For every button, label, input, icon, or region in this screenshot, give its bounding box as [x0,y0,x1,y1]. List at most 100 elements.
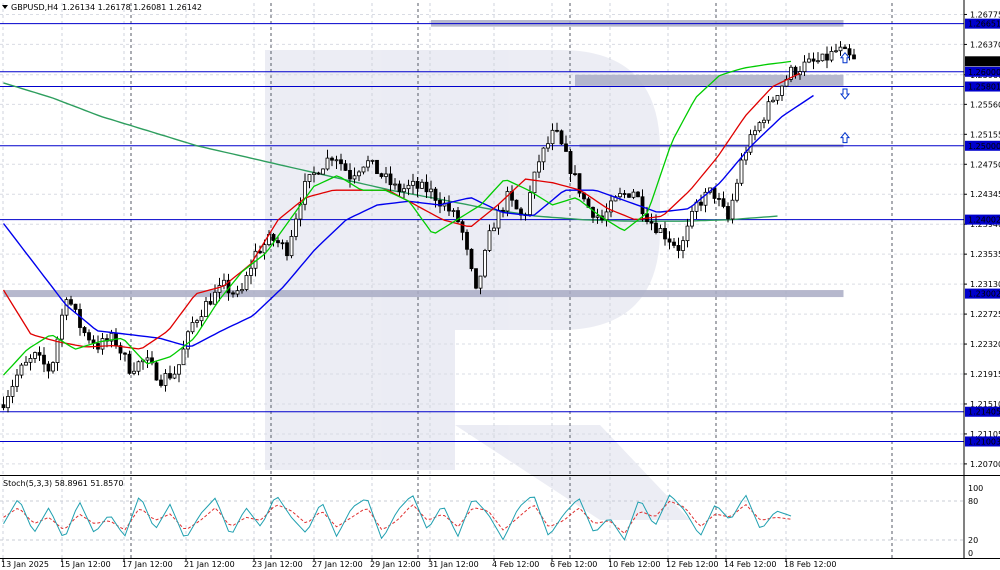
candle-body [627,193,631,198]
y-tick-label: 1.21510 [970,400,1000,409]
level-tag [965,288,1000,299]
candle-body [73,303,78,310]
candle-body [199,316,204,322]
candle-body [546,143,550,149]
candle-body [78,309,82,328]
candle-body [478,275,483,289]
x-tick-label: 23 Jan 12:00 [252,560,303,569]
arrow-up-icon [839,51,851,64]
level-tag [965,56,1000,67]
candle-body [780,85,784,96]
candle-body [739,159,744,184]
candle-body [631,191,636,198]
candle-body [1,404,6,409]
x-tick-label: 18 Feb 12:00 [784,560,836,569]
candle-body [847,48,852,56]
candle-body [289,236,294,257]
dropdown-triangle-icon[interactable] [2,5,8,9]
candle-body [649,221,654,224]
candle-body [681,240,685,251]
level-tag-label: 1.25801 [968,83,1000,92]
candle-body [622,193,627,195]
y-tick-label: 1.23535 [970,250,1000,259]
zone-rect [575,74,844,86]
candle-body [159,379,163,386]
candle-body [559,130,564,145]
candle-body [379,173,384,177]
candle-body [321,168,325,175]
candle-body [834,50,838,53]
candle-body [838,46,843,52]
candle-body [766,101,771,121]
candle-body [307,174,312,182]
candle-body [64,299,69,316]
candle-body [181,348,186,366]
candle-body [537,161,541,173]
x-tick-label: 13 Jan 2025 [1,560,49,569]
candle-body [339,159,343,165]
candle-body [775,95,780,101]
candle-body [262,244,267,254]
level-tag [965,81,1000,92]
candle-body [42,354,46,365]
candle-body [186,331,190,350]
candle-body [514,199,519,210]
stoch-level-label: 20 [968,536,978,545]
level-tag-label: 1.24002 [968,216,1000,225]
level-tag-label: 1.21405 [968,408,1000,417]
candle-body [55,338,60,363]
level-tag [965,406,1000,417]
candle-body [397,183,402,193]
candle-body [361,166,366,173]
candle-body [762,119,766,124]
candle-body [393,183,397,186]
candle-body [87,332,91,341]
candle-body [123,352,127,355]
candle-body [447,202,451,212]
candle-body [438,200,442,207]
candle-body [325,157,330,170]
candle-body [294,218,298,237]
level-tag [965,140,1000,151]
arrows [839,51,851,144]
candle-body [280,242,285,245]
x-tick-label: 15 Jan 12:00 [60,560,111,569]
stoch-level-label: 100 [968,484,983,493]
level-tag [965,436,1000,447]
candle-body [285,242,289,257]
candle-body [820,53,825,62]
candle-body [433,188,438,201]
stoch-signal-line [3,500,792,535]
candle-body [46,363,51,372]
candle-body [384,173,388,177]
stoch-label: Stoch(5,3,3) 58.8961 51.8570 [3,479,123,488]
candle-body [415,180,420,189]
candle-body [235,290,240,295]
candle-body [33,352,37,359]
candle-body [451,210,456,212]
candle-body [528,192,532,216]
candle-body [15,374,19,387]
level-tag-label: 1.23002 [968,290,1000,299]
candle-body [51,362,55,372]
candle-body [406,184,411,190]
candles [1,41,856,413]
candle-body [249,267,253,276]
candle-body [712,187,717,199]
candle-body [357,171,361,177]
y-tick-label: 1.20700 [970,460,1000,469]
candle-body [460,221,465,233]
x-tick-label: 10 Feb 12:00 [608,560,660,569]
level-tag [965,18,1000,29]
candle-body [829,50,834,61]
candle-body [699,201,703,206]
candle-body [420,181,424,189]
candle-body [28,358,33,363]
candle-body [640,196,645,215]
level-tag-label: 1.25000 [968,142,1000,151]
zone-rect [3,290,844,298]
candle-body [352,175,357,180]
candle-body [370,159,375,162]
candle-body [636,191,640,198]
